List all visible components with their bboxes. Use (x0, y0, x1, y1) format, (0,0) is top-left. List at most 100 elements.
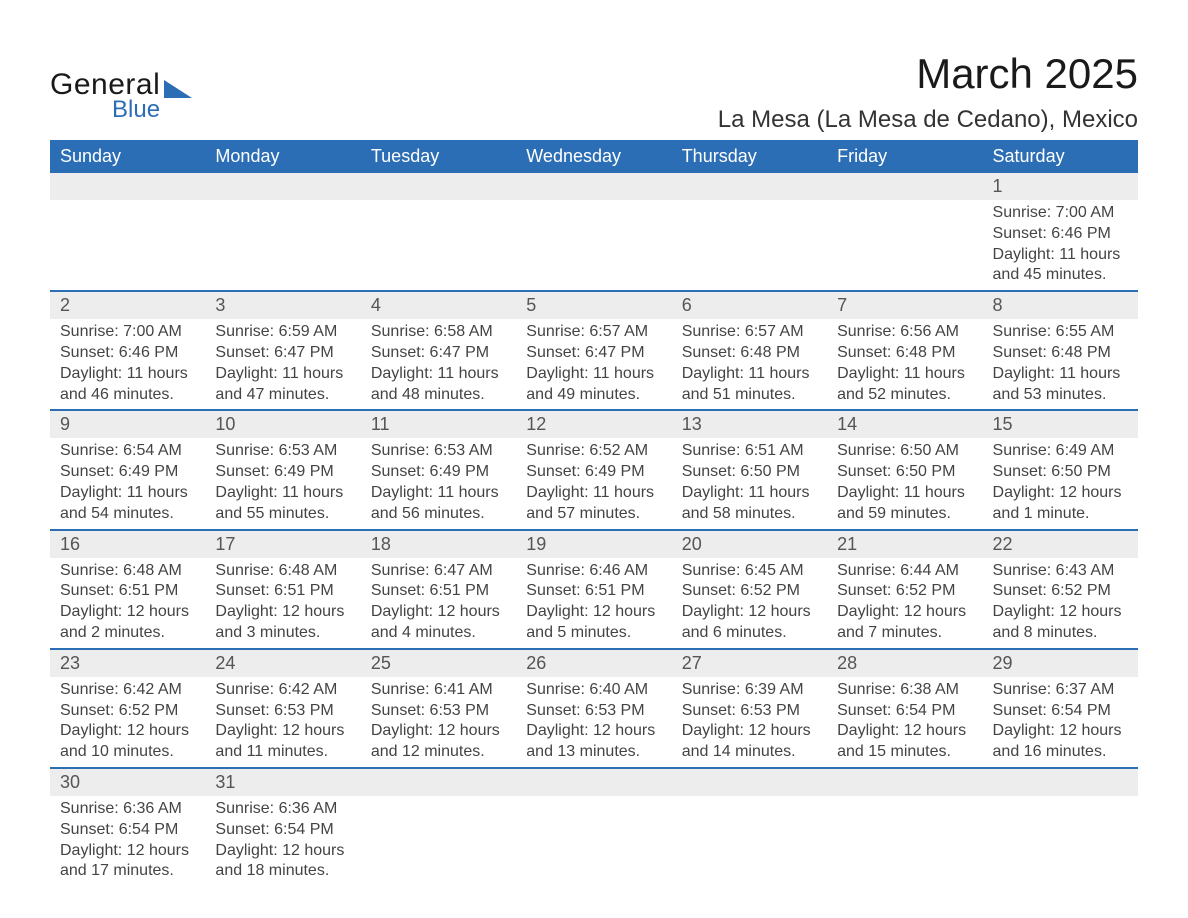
detail-dl2: and 14 minutes. (682, 742, 817, 763)
date-cell (827, 768, 982, 796)
date-cell: 22 (983, 530, 1138, 558)
detail-cell: Sunrise: 6:46 AMSunset: 6:51 PMDaylight:… (516, 558, 671, 649)
date-cell: 17 (205, 530, 360, 558)
detail-cell: Sunrise: 6:50 AMSunset: 6:50 PMDaylight:… (827, 438, 982, 529)
detail-dl2: and 6 minutes. (682, 623, 817, 644)
detail-dl2: and 10 minutes. (60, 742, 195, 763)
detail-sunset: Sunset: 6:51 PM (526, 581, 661, 602)
detail-sunset: Sunset: 6:52 PM (993, 581, 1128, 602)
detail-cell (983, 796, 1138, 886)
detail-sunrise: Sunrise: 6:43 AM (993, 561, 1128, 582)
detail-dl2: and 52 minutes. (837, 385, 972, 406)
detail-sunrise: Sunrise: 6:46 AM (526, 561, 661, 582)
detail-dl2: and 58 minutes. (682, 504, 817, 525)
detail-sunset: Sunset: 6:54 PM (993, 701, 1128, 722)
detail-cell: Sunrise: 6:51 AMSunset: 6:50 PMDaylight:… (672, 438, 827, 529)
date-cell: 19 (516, 530, 671, 558)
date-cell: 18 (361, 530, 516, 558)
date-cell: 9 (50, 410, 205, 438)
detail-sunset: Sunset: 6:54 PM (60, 820, 195, 841)
detail-sunset: Sunset: 6:47 PM (215, 343, 350, 364)
detail-dl1: Daylight: 11 hours (215, 483, 350, 504)
detail-dl2: and 51 minutes. (682, 385, 817, 406)
detail-cell: Sunrise: 6:37 AMSunset: 6:54 PMDaylight:… (983, 677, 1138, 768)
detail-sunset: Sunset: 6:53 PM (215, 701, 350, 722)
date-cell: 6 (672, 291, 827, 319)
detail-dl1: Daylight: 11 hours (837, 483, 972, 504)
detail-cell (205, 200, 360, 291)
detail-cell: Sunrise: 6:55 AMSunset: 6:48 PMDaylight:… (983, 319, 1138, 410)
detail-sunset: Sunset: 6:47 PM (371, 343, 506, 364)
detail-row: Sunrise: 6:48 AMSunset: 6:51 PMDaylight:… (50, 558, 1138, 649)
detail-dl2: and 3 minutes. (215, 623, 350, 644)
month-title: March 2025 (718, 50, 1138, 98)
header: General Blue March 2025 La Mesa (La Mesa… (50, 50, 1138, 134)
detail-dl1: Daylight: 12 hours (837, 602, 972, 623)
date-cell (361, 173, 516, 200)
detail-dl1: Daylight: 11 hours (837, 364, 972, 385)
date-cell: 30 (50, 768, 205, 796)
detail-dl2: and 54 minutes. (60, 504, 195, 525)
detail-dl2: and 49 minutes. (526, 385, 661, 406)
detail-sunrise: Sunrise: 6:42 AM (215, 680, 350, 701)
detail-dl2: and 46 minutes. (60, 385, 195, 406)
detail-dl1: Daylight: 12 hours (60, 841, 195, 862)
detail-sunrise: Sunrise: 7:00 AM (60, 322, 195, 343)
detail-sunset: Sunset: 6:47 PM (526, 343, 661, 364)
detail-dl1: Daylight: 12 hours (215, 721, 350, 742)
detail-sunset: Sunset: 6:51 PM (371, 581, 506, 602)
detail-sunset: Sunset: 6:46 PM (60, 343, 195, 364)
detail-dl2: and 17 minutes. (60, 861, 195, 882)
detail-cell (516, 796, 671, 886)
date-cell: 14 (827, 410, 982, 438)
date-cell: 4 (361, 291, 516, 319)
date-cell: 28 (827, 649, 982, 677)
detail-cell: Sunrise: 6:39 AMSunset: 6:53 PMDaylight:… (672, 677, 827, 768)
detail-sunset: Sunset: 6:51 PM (60, 581, 195, 602)
detail-sunset: Sunset: 6:49 PM (526, 462, 661, 483)
detail-sunrise: Sunrise: 6:59 AM (215, 322, 350, 343)
detail-dl1: Daylight: 12 hours (837, 721, 972, 742)
day-header-tuesday: Tuesday (361, 140, 516, 173)
date-cell (672, 173, 827, 200)
date-row: 16171819202122 (50, 530, 1138, 558)
detail-row: Sunrise: 7:00 AMSunset: 6:46 PM Daylight:… (50, 319, 1138, 410)
day-header-friday: Friday (827, 140, 982, 173)
logo: General Blue (50, 68, 192, 124)
detail-dl2: and 56 minutes. (371, 504, 506, 525)
detail-cell (827, 796, 982, 886)
date-cell: 27 (672, 649, 827, 677)
detail-sunset: Sunset: 6:51 PM (215, 581, 350, 602)
detail-sunset: Sunset: 6:48 PM (837, 343, 972, 364)
detail-dl1: Daylight: 12 hours (215, 841, 350, 862)
day-header-saturday: Saturday (983, 140, 1138, 173)
detail-dl2: and 7 minutes. (837, 623, 972, 644)
detail-dl2: and 8 minutes. (993, 623, 1128, 644)
detail-sunset: Sunset: 6:46 PM (993, 224, 1128, 245)
detail-cell: Sunrise: 6:48 AMSunset: 6:51 PMDaylight:… (50, 558, 205, 649)
date-cell: 23 (50, 649, 205, 677)
detail-dl2: and 59 minutes. (837, 504, 972, 525)
date-cell (516, 768, 671, 796)
detail-cell: Sunrise: 6:40 AMSunset: 6:53 PMDaylight:… (516, 677, 671, 768)
detail-cell: Sunrise: 6:57 AMSunset: 6:47 PMDaylight:… (516, 319, 671, 410)
detail-sunrise: Sunrise: 6:51 AM (682, 441, 817, 462)
date-cell (983, 768, 1138, 796)
detail-dl2: and 13 minutes. (526, 742, 661, 763)
detail-cell: Sunrise: 6:53 AMSunset: 6:49 PMDaylight:… (205, 438, 360, 529)
detail-sunrise: Sunrise: 6:44 AM (837, 561, 972, 582)
detail-row: Sunrise: 6:42 AMSunset: 6:52 PMDaylight:… (50, 677, 1138, 768)
detail-sunset: Sunset: 6:54 PM (215, 820, 350, 841)
detail-cell: Sunrise: 6:59 AMSunset: 6:47 PMDaylight:… (205, 319, 360, 410)
detail-dl2: and 2 minutes. (60, 623, 195, 644)
detail-cell (672, 796, 827, 886)
detail-dl2: and 47 minutes. (215, 385, 350, 406)
detail-cell: Sunrise: 6:42 AMSunset: 6:53 PMDaylight:… (205, 677, 360, 768)
detail-sunset: Sunset: 6:48 PM (682, 343, 817, 364)
detail-dl1: Daylight: 12 hours (526, 721, 661, 742)
detail-dl1: Daylight: 11 hours (371, 483, 506, 504)
day-header-sunday: Sunday (50, 140, 205, 173)
detail-cell: Sunrise: 6:43 AMSunset: 6:52 PMDaylight:… (983, 558, 1138, 649)
detail-cell: Sunrise: 6:41 AMSunset: 6:53 PMDaylight:… (361, 677, 516, 768)
detail-sunset: Sunset: 6:49 PM (371, 462, 506, 483)
